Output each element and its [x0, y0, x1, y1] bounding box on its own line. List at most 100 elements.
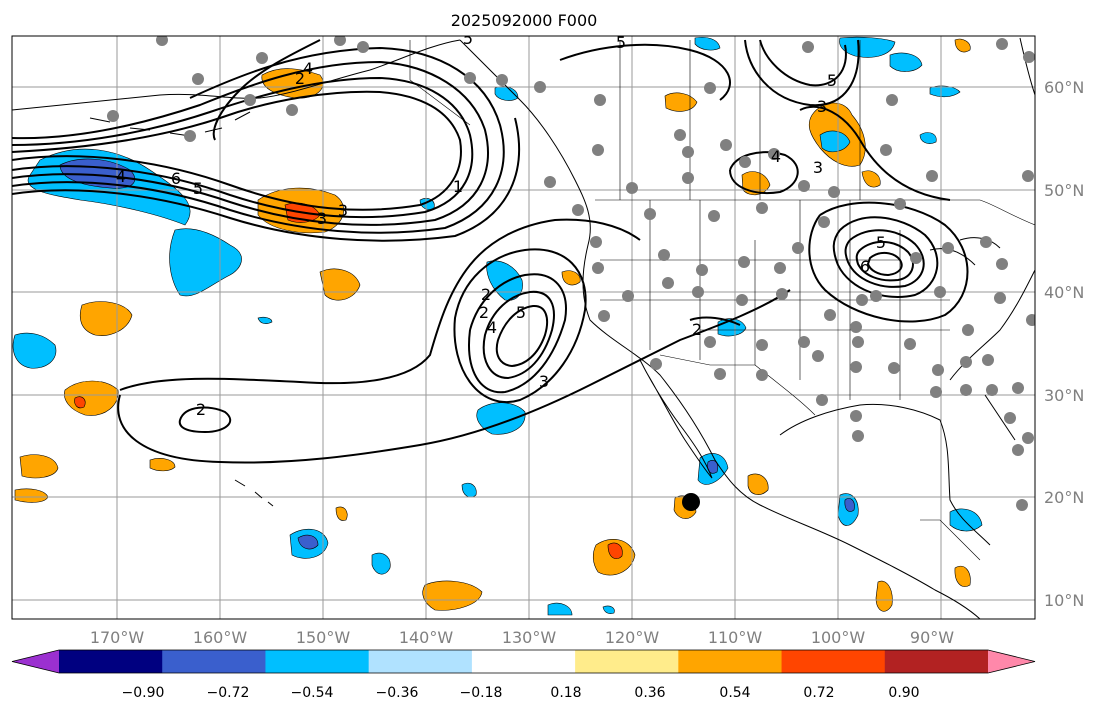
lon-label: 130°W — [502, 628, 557, 647]
contour-line — [117, 289, 791, 464]
map-panel: 2 2 2 3 3 4 5 1 3 5 6 5 4 3 5 4 3 5 5 6 — [11, 29, 1036, 620]
contour-label: 4 — [771, 147, 781, 166]
storm-center-marker — [682, 493, 700, 511]
contour-line — [12, 46, 505, 234]
orange-field — [561, 270, 581, 286]
blue-field — [919, 132, 937, 144]
contour-line — [12, 76, 474, 219]
contour-label: 2 — [692, 320, 702, 339]
lon-label: 110°W — [708, 628, 763, 647]
orange-field — [741, 171, 771, 196]
contour-label: 3 — [539, 372, 549, 391]
colorbar-segment — [781, 650, 886, 673]
blue-field — [839, 36, 896, 58]
blue-field — [486, 260, 523, 301]
contour-line — [212, 39, 321, 141]
blue-field — [371, 552, 391, 575]
colorbar-segment — [265, 650, 370, 673]
colorbar-segment — [575, 650, 679, 673]
red-field — [74, 396, 86, 409]
contour-label: 5 — [876, 233, 886, 252]
contour-label: 5 — [616, 33, 626, 52]
colorbar-segment — [368, 650, 473, 673]
baja-peninsula — [639, 359, 713, 479]
contour-line — [468, 273, 567, 394]
colorbar-segment — [884, 650, 989, 673]
colorbar-tick-label: −0.72 — [207, 685, 250, 701]
contour-line — [689, 316, 741, 326]
contour-line — [559, 43, 731, 101]
colorbar-outline — [11, 649, 1036, 674]
blue-field — [949, 508, 983, 532]
orange-field — [875, 580, 893, 612]
orange-field — [79, 301, 133, 336]
canada-province-lines — [619, 40, 861, 200]
blue-field — [461, 482, 477, 498]
orange-field — [861, 170, 881, 188]
lat-label: 50°N — [1044, 181, 1084, 200]
colorbar-segment — [59, 650, 163, 673]
contour-label: 2 — [481, 285, 491, 304]
contour-line — [119, 218, 641, 391]
contour-line — [759, 39, 847, 87]
lat-label: 60°N — [1044, 78, 1084, 97]
contour-label: 6 — [860, 257, 870, 276]
colorbar-extend-high — [988, 650, 1035, 673]
lat-label: 40°N — [1044, 283, 1084, 302]
colorbar-tick-label: −0.36 — [376, 685, 419, 701]
lon-label: 90°W — [910, 628, 954, 647]
orange-field — [664, 92, 698, 112]
contour-line — [178, 406, 232, 434]
blue-field — [819, 130, 851, 153]
gulf-coast — [779, 403, 991, 546]
hawaii-islands — [234, 479, 274, 507]
us-canada-border — [595, 199, 1035, 226]
contour-line — [482, 290, 555, 380]
contour-line — [12, 90, 462, 211]
map-title: 2025092000 F000 — [451, 11, 598, 30]
contour-label: 4 — [487, 318, 497, 337]
lon-label: 120°W — [605, 628, 660, 647]
florida-coast — [984, 394, 1016, 441]
contour-line — [744, 39, 860, 107]
orange-field — [19, 454, 59, 479]
colorbar-segment — [162, 650, 266, 673]
lon-label: 140°W — [399, 628, 454, 647]
contour-label: 4 — [303, 59, 313, 78]
blue-field — [169, 228, 242, 297]
contour-label: 5 — [463, 29, 473, 48]
colorbar-ticks: −0.90 −0.72 −0.54 −0.36 −0.18 0.18 0.36 … — [122, 685, 920, 701]
contour-line — [799, 105, 951, 201]
contour-label: 5 — [827, 71, 837, 90]
blue-field — [889, 52, 923, 72]
colorbar-extend-low — [12, 650, 59, 673]
contour-line — [866, 252, 903, 277]
latitude-labels: 60°N 50°N 40°N 30°N 20°N 10°N — [1044, 78, 1084, 610]
contour-line — [855, 241, 914, 282]
contour-label: 5 — [516, 303, 526, 322]
central-america-borders — [920, 519, 981, 561]
lon-label: 170°W — [90, 628, 145, 647]
colorbar-segment — [471, 650, 576, 673]
blue-field — [929, 85, 961, 98]
us-mexico-border — [659, 354, 816, 416]
colorbar-tick-label: 0.54 — [719, 685, 750, 701]
orange-field — [954, 565, 971, 587]
black-contours — [12, 39, 969, 464]
blue-field — [694, 37, 721, 51]
lat-label: 30°N — [1044, 386, 1084, 405]
colorbar-tick-label: 0.18 — [550, 685, 581, 701]
contour-label: 2 — [479, 303, 489, 322]
station-dots — [107, 36, 1035, 511]
contour-label: 6 — [171, 169, 181, 188]
contour-label: 1 — [453, 177, 463, 196]
lon-label: 100°W — [811, 628, 866, 647]
orange-field — [954, 38, 971, 53]
lon-label: 160°W — [193, 628, 248, 647]
contour-line — [729, 151, 799, 194]
colorbar-tick-label: 0.36 — [634, 685, 665, 701]
blue-field — [602, 605, 615, 614]
colorbar-tick-label: −0.54 — [291, 685, 334, 701]
contour-line — [832, 216, 939, 298]
colorbar-tick-label: 0.90 — [888, 685, 919, 701]
